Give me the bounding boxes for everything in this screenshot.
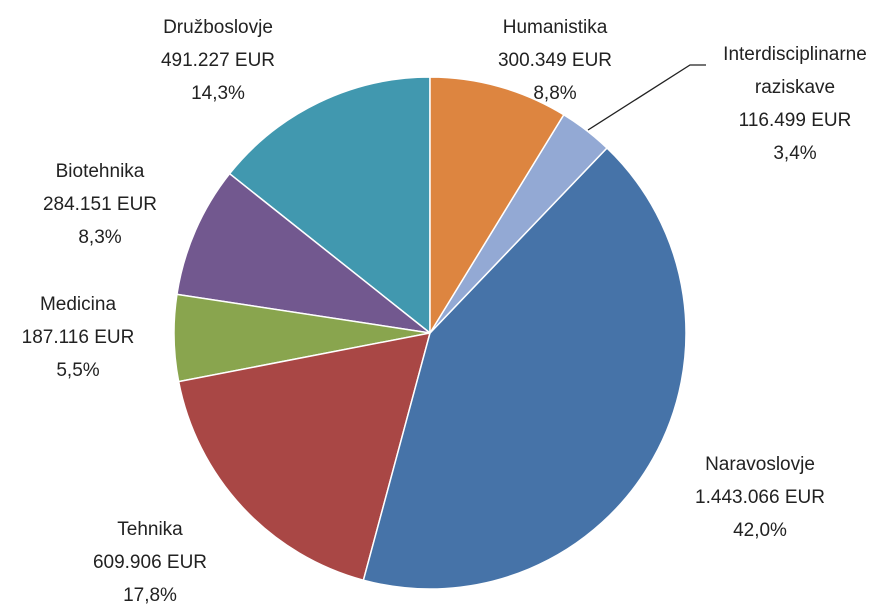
percentage-label: 14,3% bbox=[191, 83, 245, 104]
pie-slice bbox=[176, 172, 433, 335]
value-label: 1.443.066 EUR bbox=[695, 487, 825, 508]
leader-line bbox=[587, 64, 706, 131]
data-label: Medicina 187.116 EUR 5,5% bbox=[0, 288, 168, 387]
percentage-label: 8,3% bbox=[78, 227, 122, 248]
percentage-label: 8,8% bbox=[533, 83, 577, 104]
data-label: Interdisciplinarne raziskave 116.499 EUR 3… bbox=[719, 38, 871, 170]
category-label: Interdisciplinarne raziskave bbox=[723, 44, 867, 98]
category-label: Medicina bbox=[39, 294, 117, 315]
pie-slice bbox=[228, 76, 431, 335]
data-label: Tehnika 609.906 EUR 17,8% bbox=[50, 513, 250, 606]
value-label: 284.151 EUR bbox=[42, 194, 158, 215]
percentage-label: 42,0% bbox=[733, 520, 787, 541]
pie-slice bbox=[362, 146, 687, 590]
value-label: 609.906 EUR bbox=[92, 552, 208, 573]
pie-slice bbox=[429, 76, 565, 336]
category-label: Tehnika bbox=[117, 519, 183, 540]
category-label: Družboslovje bbox=[163, 17, 273, 38]
value-label: 187.116 EUR bbox=[21, 327, 135, 348]
data-label: Naravoslovje 1.443.066 EUR 42,0% bbox=[650, 448, 870, 547]
percentage-label: 3,4% bbox=[773, 143, 817, 164]
value-label: 116.499 EUR bbox=[738, 110, 852, 131]
percentage-label: 5,5% bbox=[56, 360, 100, 381]
value-label: 491.227 EUR bbox=[160, 50, 276, 71]
category-label: Naravoslovje bbox=[705, 454, 815, 475]
data-label: Družboslovje 491.227 EUR 14,3% bbox=[118, 11, 318, 110]
value-label: 300.349 EUR bbox=[497, 50, 613, 71]
data-label: Humanistika 300.349 EUR 8,8% bbox=[455, 11, 655, 110]
percentage-label: 17,8% bbox=[123, 585, 177, 606]
category-label: Biotehnika bbox=[55, 161, 145, 182]
category-label: Humanistika bbox=[502, 17, 608, 38]
data-label: Biotehnika 284.151 EUR 8,3% bbox=[0, 155, 200, 254]
pie-slice bbox=[177, 332, 432, 582]
